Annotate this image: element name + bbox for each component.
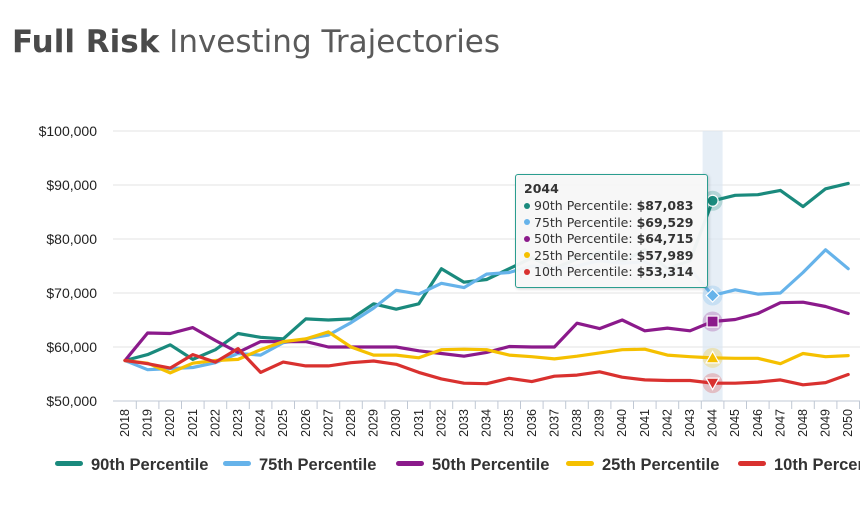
x-tick-label: 2040 (615, 409, 629, 437)
tooltip-label: 25th Percentile: (534, 247, 637, 263)
tooltip-row-10: 10th Percentile: $53,314 (524, 264, 707, 281)
x-tick-label: 2027 (321, 409, 335, 437)
x-tick-label: 2047 (773, 409, 787, 437)
x-tick-label: 2026 (299, 409, 313, 437)
x-tick-label: 2048 (796, 409, 810, 437)
x-tick-label: 2031 (412, 409, 426, 437)
page-title-bold: Full Risk (12, 24, 160, 60)
series-line-75th[interactable] (123, 248, 850, 372)
x-tick-label: 2035 (502, 409, 516, 437)
x-tick-label: 2024 (254, 409, 268, 437)
legend-item-25th[interactable]: 25th Percentile (566, 456, 719, 475)
tooltip-dot-icon (524, 202, 530, 209)
x-tick-label: 2042 (660, 409, 674, 437)
tooltip-value: $87,083 (636, 198, 694, 213)
tooltip-row-75: 75th Percentile: $69,529 (524, 215, 707, 232)
legend-item-90th[interactable]: 90th Percentile (55, 456, 208, 475)
x-tick-label: 2044 (706, 409, 720, 437)
x-tick-label: 2043 (683, 409, 697, 437)
legend-label: 25th Percentile (602, 456, 720, 474)
legend-label: 90th Percentile (91, 456, 209, 474)
x-tick-label: 2033 (457, 409, 471, 437)
y-tick-label: $80,000 (46, 231, 97, 247)
legend-swatch-icon (396, 461, 424, 467)
series-line-50th[interactable] (123, 300, 850, 363)
tooltip-row-25: 25th Percentile: $57,989 (524, 248, 707, 265)
x-tick-label: 2034 (480, 409, 494, 437)
legend-item-75th[interactable]: 75th Percentile (223, 456, 376, 475)
tooltip-dot-icon (524, 252, 530, 258)
x-tick-label: 2025 (276, 409, 290, 437)
legend-label: 10th Percen (774, 456, 860, 474)
y-tick-label: $90,000 (46, 177, 97, 193)
tooltip-dot-icon (524, 268, 530, 275)
tooltip-dot-icon (524, 219, 530, 225)
x-tick-label: 2030 (389, 409, 403, 437)
legend-swatch-icon (738, 461, 766, 467)
tooltip-value: $53,314 (636, 264, 694, 279)
hover-tooltip: 2044 90th Percentile: $87,083 75th Perce… (515, 174, 708, 288)
y-tick-label: $100,000 (39, 123, 98, 139)
series-lines (123, 181, 850, 387)
tooltip-value: $57,989 (636, 247, 694, 263)
legend-swatch-icon (223, 461, 251, 467)
legend-label: 50th Percentile (432, 456, 550, 474)
legend-label: 75th Percentile (259, 456, 377, 474)
x-tick-label: 2050 (841, 409, 855, 437)
hover-marker (705, 350, 721, 364)
y-tick-label: $60,000 (46, 339, 97, 355)
tooltip-dot-icon (524, 235, 530, 242)
x-tick-label: 2036 (525, 409, 539, 437)
tooltip-label: 75th Percentile: (534, 214, 637, 230)
trajectory-line-chart[interactable]: 2018 2019 2020 2021 2022 2023 2024 2025 2026 2027… (0, 0, 860, 456)
legend-item-10th[interactable]: 10th Percen (738, 456, 860, 475)
x-tick-label: 2037 (547, 409, 561, 437)
x-axis: 2018 2019 2020 2021 2022 2023 2024 2025 2026 2027… (113, 400, 860, 437)
legend-item-50th[interactable]: 50th Percentile (396, 456, 549, 475)
y-tick-label: $50,000 (46, 393, 97, 409)
y-tick-label: $70,000 (46, 285, 97, 301)
tooltip-row-50: 50th Percentile: $64,715 (524, 231, 707, 248)
x-tick-label: 2046 (751, 409, 765, 437)
x-tick-label: 2028 (344, 409, 358, 437)
y-axis: $50,000 $60,000 $70,000 $80,000 $90,000 $100,… (39, 123, 98, 409)
legend-swatch-icon (55, 461, 83, 467)
x-tick-label: 2029 (367, 409, 381, 437)
tooltip-label: 50th Percentile: (534, 231, 637, 246)
hover-marker (705, 377, 721, 391)
x-tick-label: 2045 (728, 409, 742, 437)
x-tick-label: 2041 (638, 409, 652, 437)
tooltip-value: $69,529 (636, 214, 694, 230)
x-tick-label: 2020 (163, 409, 177, 437)
x-tick-label: 2049 (819, 409, 833, 437)
hover-marker (706, 315, 719, 328)
tooltip-row-90: 90th Percentile: $87,083 (524, 198, 707, 215)
x-tick-label: 2038 (570, 409, 584, 437)
x-tick-label: 2021 (186, 409, 200, 437)
chart-legend: 90th Percentile 75th Percentile 50th Per… (0, 456, 860, 484)
tooltip-label: 90th Percentile: (534, 198, 637, 213)
series-line-90th[interactable] (123, 181, 850, 363)
page-title-rest: Investing Trajectories (169, 24, 501, 60)
hover-marker (706, 194, 719, 207)
tooltip-value: $64,715 (636, 231, 694, 246)
tooltip-label: 10th Percentile: (534, 264, 637, 279)
tooltip-header: 2044 (524, 181, 559, 196)
hover-marker (705, 288, 720, 303)
x-tick-label: 2032 (434, 409, 448, 437)
series-line-10th[interactable] (123, 347, 850, 387)
x-tick-label: 2019 (141, 409, 155, 437)
x-tick-label: 2022 (208, 409, 222, 437)
page-title: Full Risk Investing Trajectories (12, 24, 500, 60)
x-tick-label: 2039 (593, 409, 607, 437)
legend-swatch-icon (566, 461, 594, 467)
x-tick-label: 2018 (118, 409, 132, 437)
x-tick-label: 2023 (231, 409, 245, 437)
